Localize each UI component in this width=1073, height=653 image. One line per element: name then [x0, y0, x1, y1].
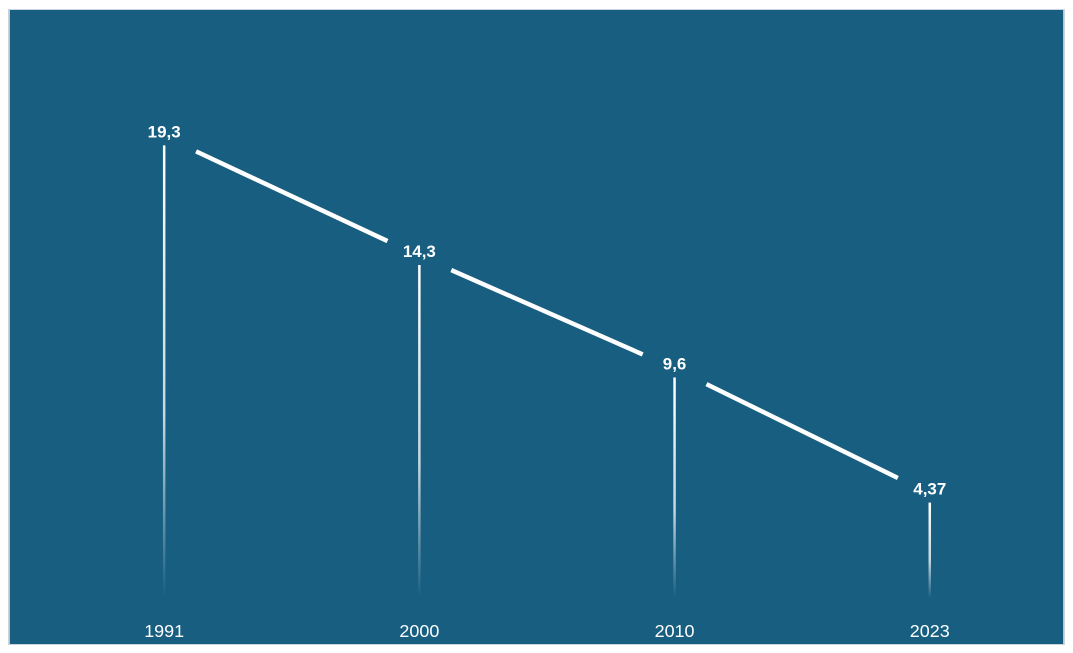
x-tick-label-2010: 2010: [655, 621, 695, 641]
data-label-1991: 19,3: [148, 122, 181, 141]
drop-line-2010: [673, 377, 676, 599]
drop-line-1991: [162, 145, 166, 599]
chart-frame: 19,3 14,3 9,6 4,37 1991 2000 2010 2023: [8, 9, 1065, 645]
x-axis: 1991 2000 2010 2023: [144, 621, 950, 641]
data-labels: 19,3 14,3 9,6 4,37: [148, 122, 947, 498]
x-tick-label-1991: 1991: [144, 621, 184, 641]
data-label-2023: 4,37: [913, 480, 946, 499]
drop-line-2000: [418, 264, 421, 599]
series-line: [195, 149, 899, 480]
data-label-2000: 14,3: [403, 242, 436, 261]
data-label-2010: 9,6: [663, 354, 687, 373]
drop-lines: [162, 145, 932, 599]
series-segment-2000-2010: [450, 268, 644, 357]
x-tick-label-2000: 2000: [399, 621, 439, 641]
x-tick-label-2023: 2023: [910, 621, 950, 641]
drop-line-2023: [928, 502, 932, 599]
series-segment-2010-2023: [705, 382, 899, 480]
chart-background: [9, 10, 1064, 644]
series-segment-1991-2000: [195, 149, 389, 244]
line-chart: 19,3 14,3 9,6 4,37 1991 2000 2010 2023: [9, 10, 1064, 644]
